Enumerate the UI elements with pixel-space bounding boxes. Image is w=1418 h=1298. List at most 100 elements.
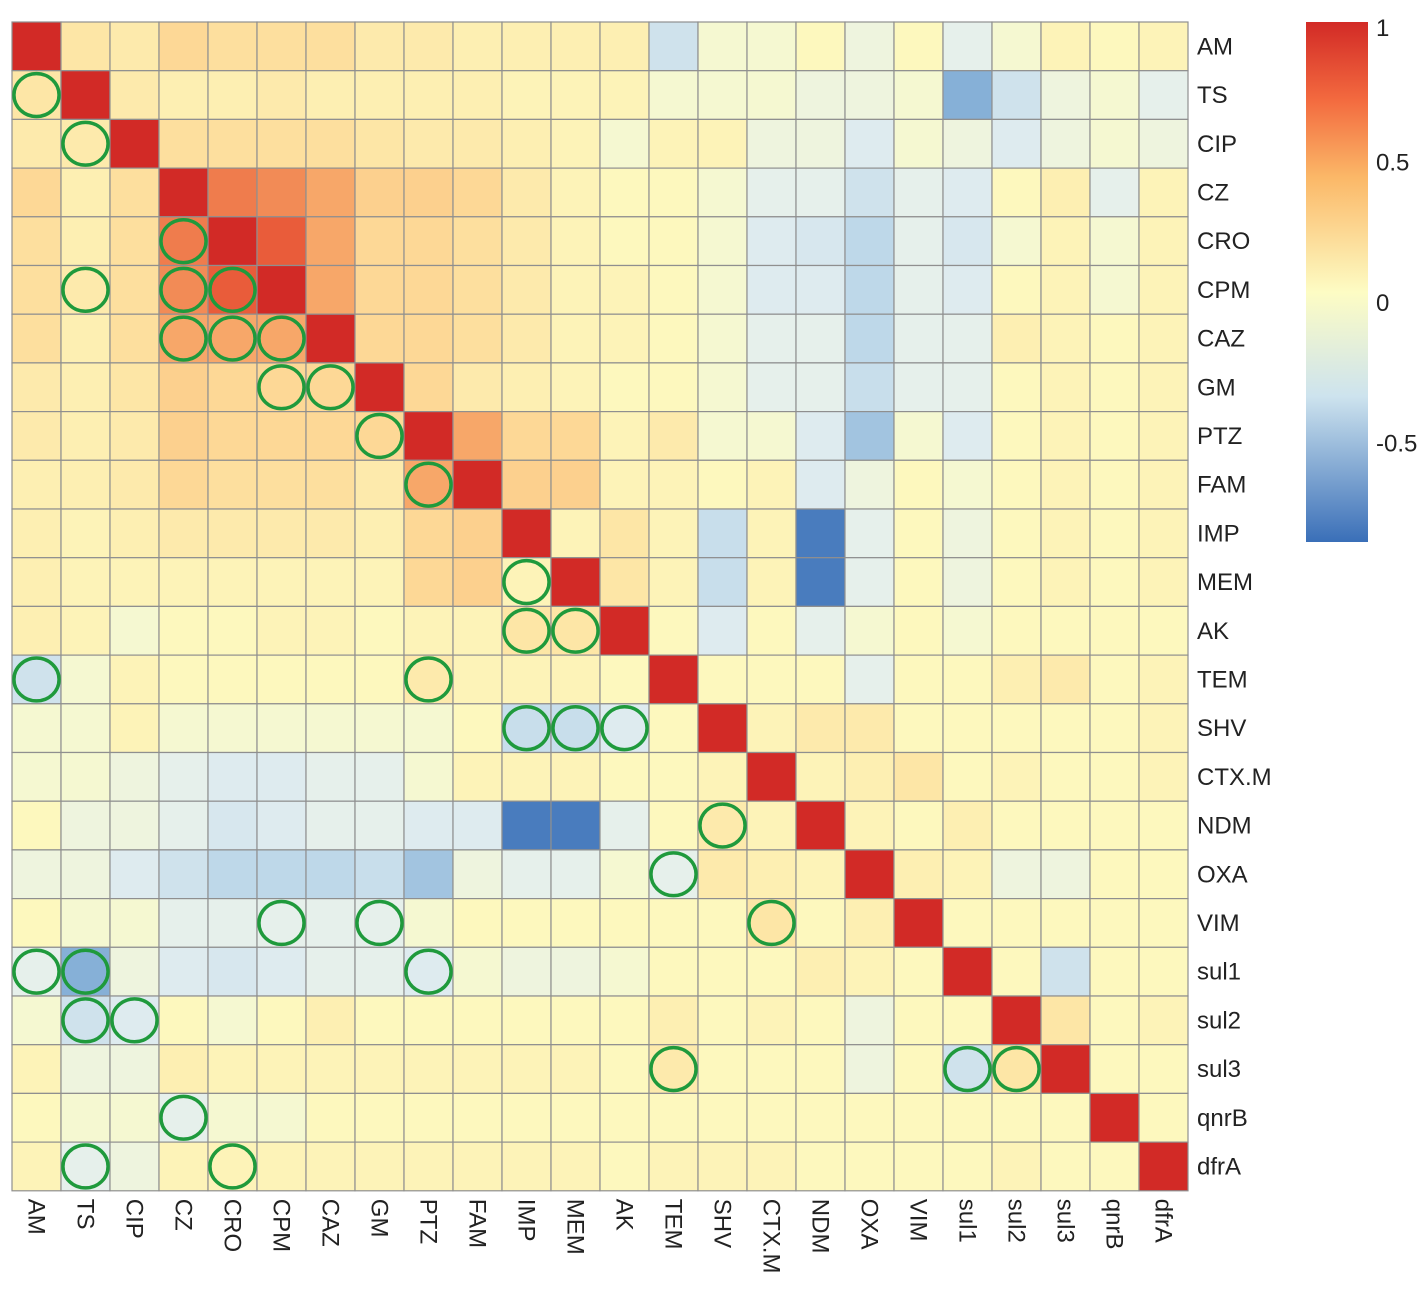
cell-sul3-AM: [11, 1044, 62, 1094]
cell-CZ-sul2: [991, 167, 1042, 218]
cell-sul2-NDM: [795, 995, 846, 1046]
cell-CZ-sul3: [1040, 167, 1091, 218]
cell-VIM-IMP: [501, 897, 552, 948]
cell-TS-OXA: [844, 70, 895, 120]
cell-MEM-SHV: [697, 557, 748, 608]
cell-CZ-NDM: [795, 167, 846, 218]
cell-FAM-PTZ: [403, 459, 454, 510]
cell-SHV-IMP: [501, 703, 552, 754]
cell-AK-TEM: [648, 605, 699, 656]
cell-CPM-CRO: [207, 264, 258, 315]
cell-TS-qnrB: [1089, 70, 1140, 120]
cell-sul3-PTZ: [403, 1044, 454, 1094]
cell-TS-AK: [599, 70, 650, 120]
cell-dfrA-sul2: [991, 1141, 1042, 1192]
cell-TS-CAZ: [305, 70, 356, 120]
cell-NDM-OXA: [844, 800, 895, 851]
row-label-sul1: sul1: [1197, 959, 1241, 986]
cell-CZ-CTX.M: [746, 167, 797, 218]
highlight-FAM-PTZ: [404, 461, 453, 508]
cell-CIP-PTZ: [403, 118, 454, 169]
cell-sul2-TS: [60, 995, 111, 1046]
highlight-VIM-GM: [355, 899, 404, 947]
cell-OXA-NDM: [795, 849, 846, 900]
cell-CRO-PTZ: [403, 216, 454, 267]
cell-AM-sul1: [942, 21, 993, 72]
cell-MEM-OXA: [844, 557, 895, 608]
cell-AM-CTX.M: [746, 21, 797, 72]
cell-CTX.M-TEM: [648, 751, 699, 802]
cell-NDM-CRO: [207, 800, 258, 851]
cell-sul2-AM: [11, 995, 62, 1046]
cell-CRO-sul2: [991, 216, 1042, 267]
cell-OXA-qnrB: [1089, 849, 1140, 900]
cell-CTX.M-dfrA: [1138, 751, 1189, 802]
cell-SHV-CTX.M: [746, 703, 797, 754]
row-label-OXA: OXA: [1197, 861, 1248, 888]
cell-AK-dfrA: [1138, 605, 1189, 656]
cell-CTX.M-GM: [354, 751, 405, 802]
column-label-TS: TS: [72, 1199, 99, 1230]
column-label-NDM: NDM: [807, 1199, 834, 1254]
cell-TS-MEM: [550, 70, 601, 120]
highlight-sul2-CIP: [110, 997, 159, 1044]
cell-CRO-MEM: [550, 216, 601, 267]
cell-MEM-CRO: [207, 557, 258, 608]
cell-CRO-SHV: [697, 216, 748, 267]
cell-CAZ-CIP: [109, 313, 160, 364]
cell-TEM-IMP: [501, 654, 552, 705]
cell-VIM-VIM: [893, 897, 944, 948]
cell-sul1-NDM: [795, 946, 846, 997]
row-label-FAM: FAM: [1197, 472, 1246, 499]
cell-SHV-PTZ: [403, 703, 454, 754]
cell-sul2-sul2: [991, 995, 1042, 1046]
cell-TS-VIM: [893, 70, 944, 120]
cell-FAM-GM: [354, 459, 405, 510]
row-label-SHV: SHV: [1197, 715, 1246, 742]
cell-IMP-CIP: [109, 508, 160, 559]
cell-CZ-AM: [11, 167, 62, 218]
highlight-GM-CPM: [257, 364, 306, 411]
cell-MEM-NDM: [795, 557, 846, 608]
cell-VIM-CPM: [256, 897, 307, 948]
cell-qnrB-CIP: [109, 1092, 160, 1143]
cell-IMP-CRO: [207, 508, 258, 559]
column-label-FAM: FAM: [464, 1199, 491, 1248]
highlight-sul3-TEM: [649, 1045, 698, 1093]
cell-GM-CRO: [207, 362, 258, 413]
cell-AM-CPM: [256, 21, 307, 72]
cell-IMP-CAZ: [305, 508, 356, 559]
cell-VIM-CIP: [109, 897, 160, 948]
cell-VIM-AK: [599, 897, 650, 948]
cell-NDM-GM: [354, 800, 405, 851]
cell-FAM-CIP: [109, 459, 160, 510]
cell-CTX.M-qnrB: [1089, 751, 1140, 802]
cell-NDM-NDM: [795, 800, 846, 851]
cell-PTZ-OXA: [844, 411, 895, 461]
cell-PTZ-TEM: [648, 411, 699, 461]
cell-CPM-CZ: [158, 264, 209, 315]
cell-AK-GM: [354, 605, 405, 656]
cell-sul3-sul1: [942, 1044, 993, 1094]
row-label-AM: AM: [1197, 33, 1233, 60]
cell-AK-sul1: [942, 605, 993, 656]
cell-NDM-CTX.M: [746, 800, 797, 851]
cell-CZ-CAZ: [305, 167, 356, 218]
cell-AM-sul2: [991, 21, 1042, 72]
cell-MEM-TEM: [648, 557, 699, 608]
cell-sul3-FAM: [452, 1044, 503, 1094]
cell-MEM-CAZ: [305, 557, 356, 608]
cell-TEM-OXA: [844, 654, 895, 705]
cell-IMP-AM: [11, 508, 62, 559]
cell-dfrA-SHV: [697, 1141, 748, 1192]
cell-CZ-sul1: [942, 167, 993, 218]
cell-AK-SHV: [697, 605, 748, 656]
cell-CAZ-CRO: [207, 313, 258, 364]
highlight-CAZ-CRO: [208, 315, 257, 362]
cell-VIM-NDM: [795, 897, 846, 948]
cell-CPM-IMP: [501, 264, 552, 315]
cell-IMP-CPM: [256, 508, 307, 559]
cell-MEM-VIM: [893, 557, 944, 608]
cell-NDM-TS: [60, 800, 111, 851]
cell-sul1-FAM: [452, 946, 503, 997]
